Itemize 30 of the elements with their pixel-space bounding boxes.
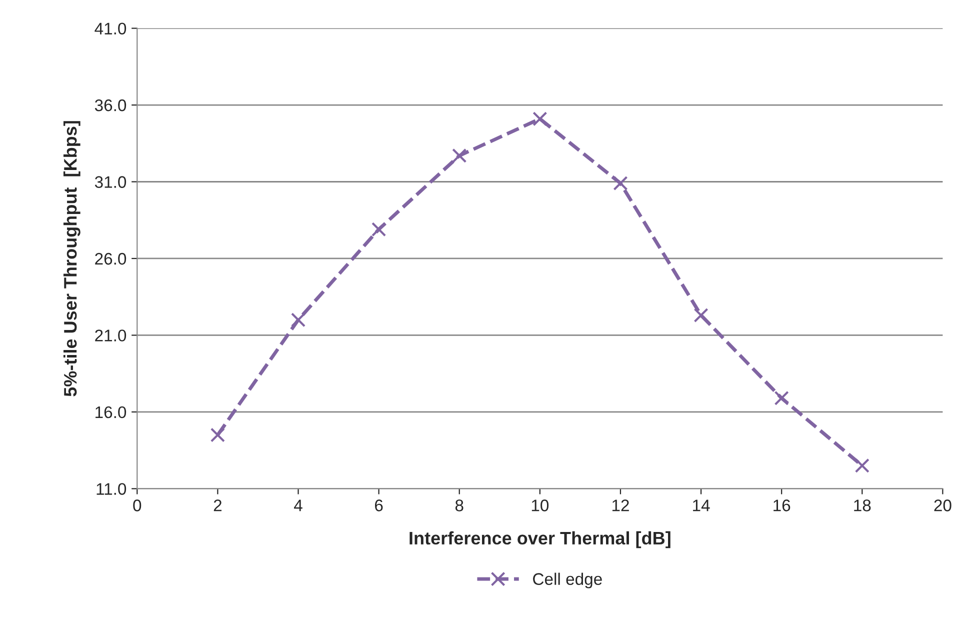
y-tick-label: 11.0 [96,483,126,495]
legend-label: Cell edge [533,572,602,588]
x-tick-label: 6 [375,500,383,512]
x-tick-label: 2 [214,500,222,512]
point [774,390,789,406]
point [694,308,708,323]
x-tick-label: 10 [532,500,549,512]
x-tick-label: 12 [612,500,629,512]
y-tick-label: 26.0 [95,252,126,265]
point [372,222,386,237]
point [210,428,225,442]
point [613,176,628,191]
x-tick-label: 0 [133,500,142,512]
y-tick-label: 31.0 [94,176,126,188]
point [532,112,548,126]
x-tick-label: 8 [455,500,464,512]
y-tick-label: 41.0 [94,22,126,34]
x-axis-title: Interference over Thermal [dB] [410,531,670,548]
x-tick-label: 16 [774,500,790,512]
x-tick-label: 20 [934,500,952,512]
x-tick-label: 4 [294,500,302,512]
y-tick-label: 16.0 [96,406,126,418]
y-tick-label: 36.0 [94,99,126,112]
point [290,312,306,328]
y-axis-title: 5%-tile User Throughput [Kbps] [63,121,80,396]
point [452,148,467,163]
x-tick-label: 14 [693,500,710,512]
x-tick-label: 18 [854,500,871,512]
point [854,458,870,473]
y-tick-label: 21.0 [95,330,126,342]
